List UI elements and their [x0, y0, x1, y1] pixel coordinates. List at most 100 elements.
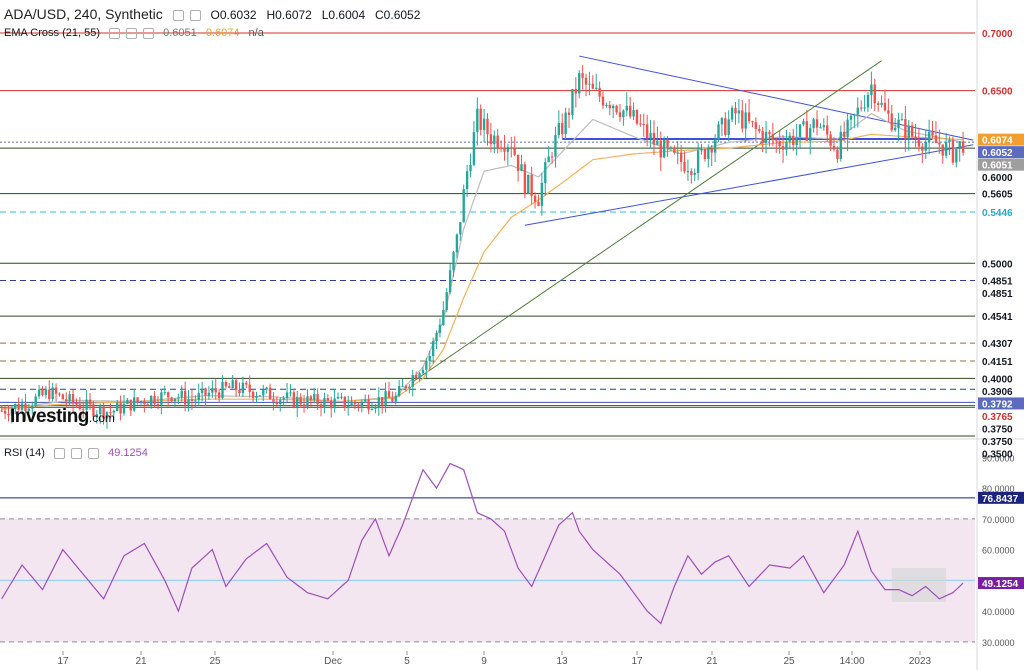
candle-body	[931, 131, 934, 136]
price-tag-bg	[978, 397, 1024, 410]
rsi-visibility-icon[interactable]	[71, 447, 83, 459]
candle-body	[360, 401, 363, 407]
price-level-label: 0.6500	[982, 87, 1013, 98]
candle-body	[333, 398, 336, 409]
candle-body	[489, 134, 493, 145]
settings-icon[interactable]	[172, 9, 184, 21]
candle-body	[207, 392, 211, 396]
candle-body	[408, 386, 411, 389]
price-level-label: 0.3500	[982, 449, 1013, 460]
candle-body	[112, 410, 115, 413]
candle-body	[143, 401, 146, 405]
ema-legend-name[interactable]: EMA Cross (21, 55)	[4, 27, 100, 39]
candle-body	[652, 132, 656, 145]
time-axis: 17 21 25 Dec 5 9 13 17 21 25 14:00 2023	[57, 651, 932, 667]
candle-body	[323, 398, 326, 408]
ema-visibility-icon[interactable]	[126, 27, 138, 39]
candle-body	[44, 389, 48, 395]
logo-suffix: .com	[88, 411, 115, 425]
candle-body	[778, 140, 781, 147]
candle-body	[54, 387, 58, 394]
candle-body	[455, 234, 459, 253]
candle-body	[917, 138, 921, 147]
candle-body	[768, 131, 771, 135]
candle-body	[890, 113, 893, 131]
candle-body	[520, 164, 523, 171]
candle-body	[615, 105, 618, 113]
candle-body	[948, 139, 951, 142]
candle-body	[476, 108, 479, 133]
candle-body	[149, 395, 153, 405]
candle-body	[136, 397, 139, 402]
ema-settings-icon[interactable]	[109, 27, 121, 39]
candle-body	[41, 389, 44, 395]
rsi-line	[1, 462, 964, 625]
candle-body	[17, 404, 20, 410]
candle-body	[843, 131, 846, 138]
candle-body	[812, 119, 815, 129]
visibility-icon[interactable]	[189, 9, 201, 21]
rsi-close-icon[interactable]	[88, 447, 100, 459]
time-tick-label: 17	[57, 656, 69, 667]
candle-body	[173, 398, 177, 402]
candle-body	[102, 406, 105, 419]
candle-body	[741, 110, 744, 129]
candle-body	[662, 139, 666, 158]
candle-body	[601, 96, 605, 106]
candle-body	[187, 399, 190, 405]
rsi-tick-label: 90.0000	[982, 453, 1015, 463]
candle-body	[448, 270, 452, 293]
candle-body	[109, 412, 112, 414]
candle-body	[669, 147, 673, 149]
candle-body	[326, 398, 330, 401]
candle-body	[496, 135, 499, 148]
close-value: C0.6052	[375, 8, 421, 22]
candle-body	[377, 397, 380, 407]
candle-body	[262, 389, 265, 396]
candle-body	[578, 73, 581, 94]
rsi-settings-icon[interactable]	[54, 447, 66, 459]
low-value: L0.6004	[321, 8, 366, 22]
candle-body	[673, 147, 676, 153]
time-tick-label: 14:00	[839, 656, 864, 667]
candle-body	[105, 412, 109, 419]
candle-body	[951, 139, 955, 163]
candle-body	[839, 131, 842, 159]
candle-body	[730, 107, 734, 120]
candle-body	[279, 399, 282, 405]
candle-body	[486, 118, 489, 135]
candle-body	[775, 140, 778, 142]
candle-body	[550, 156, 554, 158]
candle-body	[598, 87, 601, 97]
candle-body	[771, 134, 775, 141]
candle-body	[469, 164, 472, 172]
price-level-label: 0.4151	[982, 357, 1013, 368]
time-tick-label: 25	[209, 656, 221, 667]
candle-body	[961, 141, 965, 153]
price-level-label: 0.4851	[982, 276, 1013, 287]
candle-body	[133, 397, 136, 411]
rsi-legend-value: 49.1254	[108, 447, 148, 459]
candle-body	[258, 395, 262, 397]
candle-body	[397, 386, 401, 396]
candle-body	[302, 404, 306, 407]
candle-body	[177, 397, 180, 399]
candle-body	[870, 84, 873, 95]
candle-body	[635, 110, 639, 124]
rsi-legend-name[interactable]: RSI (14)	[4, 447, 45, 459]
symbol-title[interactable]: ADA/USD, 240, Synthetic	[4, 6, 163, 22]
rsi-tick-label: 30.0000	[982, 638, 1015, 648]
candle-body	[313, 393, 316, 400]
candle-body	[211, 388, 214, 393]
candle-body	[686, 171, 690, 173]
price-tag-bg	[978, 133, 1024, 146]
candle-body	[914, 136, 917, 139]
candle-body	[751, 121, 754, 123]
candle-body	[452, 252, 455, 271]
candle-body	[710, 148, 713, 153]
candle-body	[353, 401, 357, 405]
candle-body	[61, 394, 65, 400]
ema-close-icon[interactable]	[143, 27, 155, 39]
candle-body	[849, 115, 853, 120]
